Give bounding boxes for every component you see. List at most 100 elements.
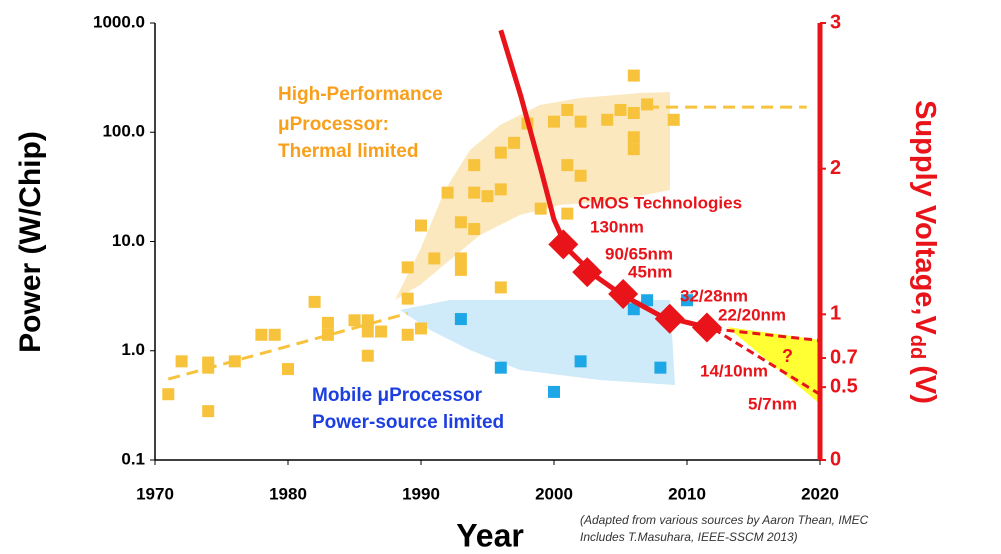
point (561, 207, 574, 220)
node-label: 22/20nm (718, 305, 786, 324)
x-tick-label: 1970 (136, 484, 174, 503)
point (454, 252, 467, 265)
annotation: μProcessor: (278, 114, 389, 135)
point (494, 281, 507, 294)
point (627, 143, 640, 156)
y-tick-label: 10.0 (112, 231, 145, 250)
point (468, 159, 481, 172)
annotation: High-Performance (278, 84, 443, 105)
point (534, 202, 547, 215)
point (321, 328, 334, 341)
node-marker (572, 257, 603, 288)
y2-title-sub: dd (906, 335, 928, 359)
point (401, 261, 414, 274)
point (641, 294, 654, 307)
y2-tick-label: 0.7 (830, 346, 858, 368)
node-label: 90/65nm (605, 244, 673, 263)
node-marker (691, 312, 722, 343)
y2-title-main: Supply Voltage,V (909, 100, 941, 335)
point (308, 295, 321, 308)
y2-tick-label: 3 (830, 11, 841, 33)
trend-line (167, 311, 409, 381)
point (627, 107, 640, 120)
x-tick-label: 1990 (402, 484, 440, 503)
point (574, 115, 587, 128)
node-label: 32/28nm (680, 286, 748, 305)
point (681, 294, 693, 307)
point (574, 355, 587, 368)
x-tick-label: 2010 (668, 484, 706, 503)
point (401, 328, 414, 341)
point (548, 115, 560, 128)
point (255, 328, 268, 341)
point (321, 316, 334, 329)
point (415, 219, 427, 232)
annotation: ? (782, 346, 793, 366)
point (361, 325, 374, 338)
y2-tick-label: 1 (830, 303, 841, 325)
point (548, 385, 560, 398)
point (202, 405, 215, 418)
projection-line (713, 327, 821, 343)
point (574, 169, 587, 182)
point (494, 146, 507, 159)
point (401, 292, 414, 305)
annotation: Thermal limited (278, 141, 418, 162)
point (561, 103, 574, 116)
point (348, 314, 361, 327)
y2-tick-label: 0 (830, 448, 841, 470)
point (601, 113, 614, 126)
point (614, 103, 627, 116)
point (454, 313, 467, 326)
mobile-region (400, 300, 675, 385)
y-tick-label: 1.0 (121, 340, 145, 359)
point (454, 216, 467, 229)
point (282, 363, 294, 376)
point (561, 159, 574, 172)
hp-region (395, 92, 670, 300)
x-tick-label: 2020 (801, 484, 839, 503)
point (415, 322, 427, 335)
point (627, 131, 640, 144)
projection-line (712, 327, 821, 396)
point (667, 113, 680, 126)
annotation: Mobile μProcessor (312, 385, 483, 406)
point (481, 190, 494, 203)
point (361, 349, 374, 362)
point (654, 361, 667, 374)
annotation: Power-source limited (312, 412, 504, 433)
node-marker (608, 278, 639, 309)
y2-tick-label: 2 (830, 157, 841, 179)
x-tick-label: 1980 (269, 484, 307, 503)
point (428, 252, 441, 265)
x-tick-label: 2000 (535, 484, 573, 503)
credit: Includes T.Masuhara, IEEE-SSCM 2013) (580, 530, 798, 544)
point (468, 186, 481, 199)
node-label: 5/7nm (748, 394, 797, 413)
y2-title-unit: (V) (909, 365, 941, 404)
point (494, 183, 507, 196)
node-marker (548, 229, 579, 260)
x-axis-title: Year (456, 517, 524, 553)
point (468, 223, 481, 236)
y2-axis-title: Supply Voltage,Vdd (V) (906, 100, 942, 404)
node-label: 130nm (590, 217, 644, 236)
node-label: 14/10nm (700, 361, 768, 380)
annotation: CMOS Technologies (578, 193, 742, 212)
point (268, 328, 281, 341)
y-tick-label: 1000.0 (93, 12, 145, 31)
point (175, 355, 188, 368)
y-tick-label: 100.0 (102, 122, 145, 141)
node-marker (654, 303, 685, 334)
point (441, 186, 454, 199)
point (627, 303, 640, 316)
y-axis-title: Power (W/Chip) (14, 131, 47, 353)
node-label: 45nm (628, 262, 672, 281)
point (508, 136, 521, 149)
y-tick-label: 0.1 (121, 449, 145, 468)
point (627, 69, 640, 82)
point (494, 361, 507, 374)
credit: (Adapted from various sources by Aaron T… (580, 513, 869, 527)
y2-tick-label: 0.5 (830, 375, 858, 397)
